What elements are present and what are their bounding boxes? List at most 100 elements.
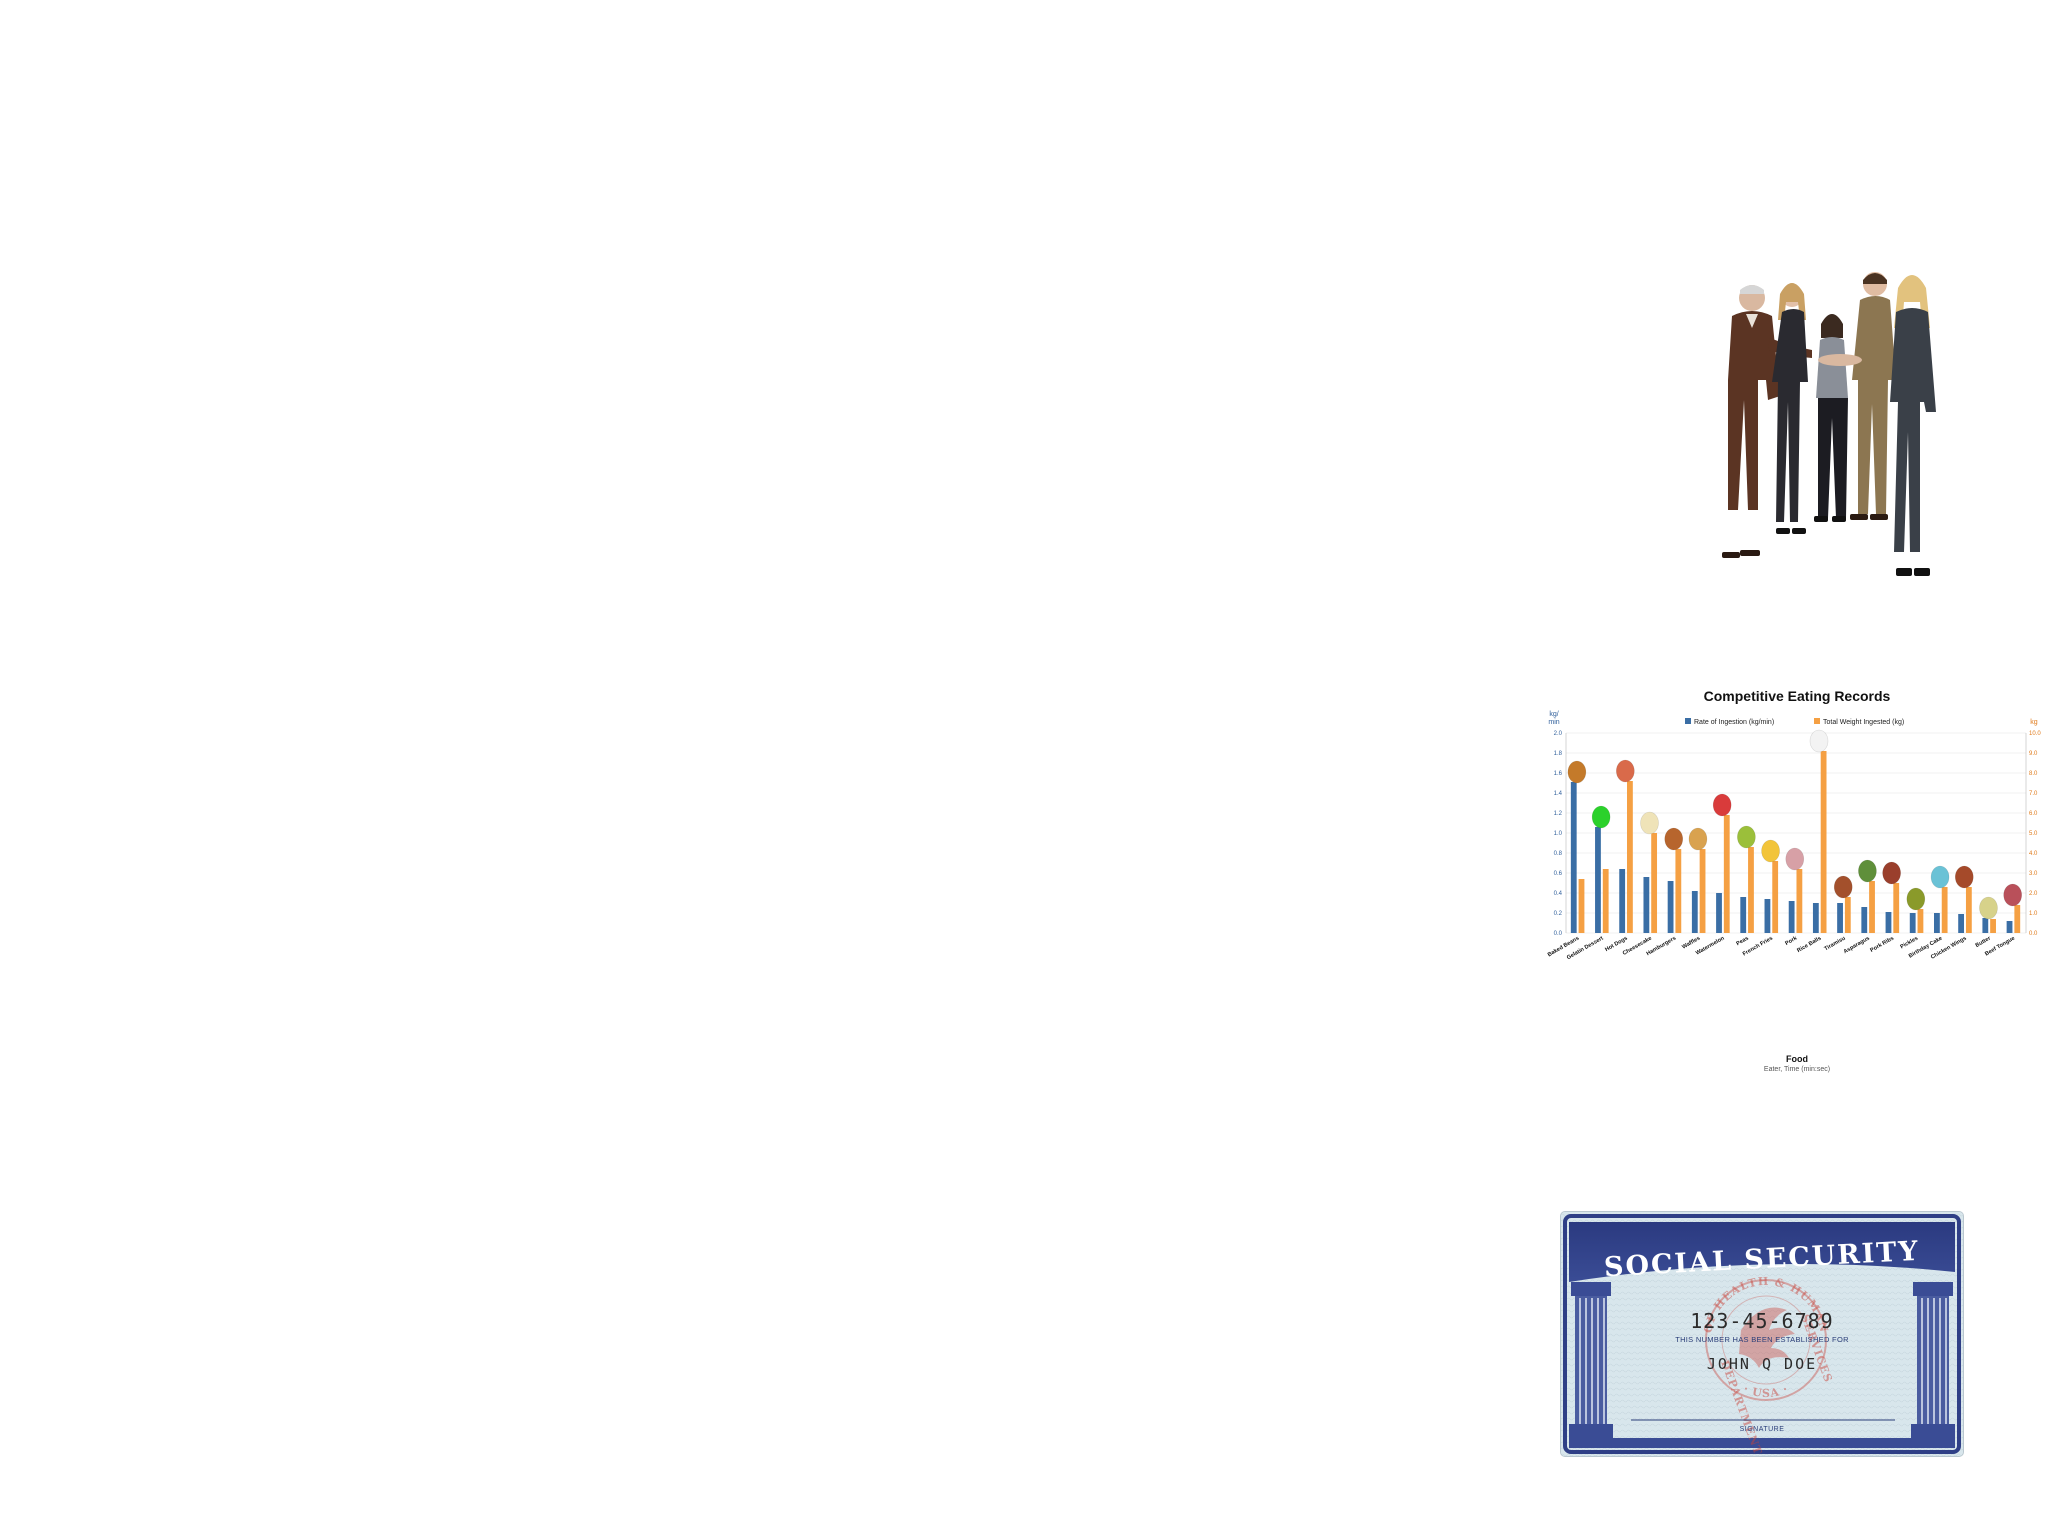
card-frame [1563,1214,1961,1454]
left-axis-unit-line2: min [1548,719,1559,726]
chart-canvas: Competitive Eating Records kg/ min kg Ra… [1547,688,2042,1073]
bar-weight [1869,881,1875,933]
left-tick-label: 1.8 [1554,751,1563,757]
bar-weight [1627,781,1633,933]
food-icon [1567,760,1587,784]
food-icon [1712,793,1732,817]
bar-rate [1788,901,1795,933]
food-icon [1688,827,1708,851]
food-icon [1664,827,1684,851]
bar-rate [1861,907,1868,933]
right-tick-label: 6.0 [2029,811,2038,817]
food-icon [1833,875,1853,899]
legend-label-weight: Total Weight Ingested (kg) [1823,719,1904,726]
category-label: Rice Balls [1796,936,1822,955]
bar-rate [1812,903,1819,933]
person-woman-dark-outfit [1772,283,1808,534]
bar-weight [1844,897,1851,933]
left-tick-label: 1.6 [1554,771,1563,777]
left-tick-label: 2.0 [1554,731,1563,737]
left-tick-label: 0.2 [1554,911,1563,917]
bar-weight [1723,815,1730,933]
bar-weight [1796,869,1803,933]
bar-weight [1748,847,1754,933]
food-icon [1930,865,1950,889]
card-bottom-band [1569,1438,1955,1448]
left-tick-label: 1.4 [1554,791,1563,797]
food-icon [1591,805,1611,829]
chart-bars [1570,751,2021,933]
legend-swatch-weight [1814,718,1820,724]
bar-weight [1820,751,1827,933]
business-people-handshake-image [1700,268,1960,598]
card-title-band [1569,1222,1955,1282]
bar-rate [1691,891,1698,933]
food-icon [1809,729,1829,753]
food-icon [1785,847,1805,871]
established-text: THIS NUMBER HAS BEEN ESTABLISHED FOR [1675,1335,1849,1344]
food-icon [2003,883,2022,907]
bar-rate [1909,913,1916,933]
x-axis-subtitle: Eater, Time (min:sec) [1764,1066,1830,1073]
right-axis-unit: kg [2030,719,2038,726]
legend-swatch-rate [1685,718,1691,724]
food-icon [1737,825,1756,849]
left-tick-label: 0.6 [1554,871,1563,877]
bar-weight [1675,849,1682,933]
category-label: Butter [1975,935,1993,949]
chart-gridlines [1565,732,2027,934]
left-tick-label: 0.0 [1554,931,1563,937]
left-tick-label: 1.2 [1554,811,1563,817]
chart-title: Competitive Eating Records [1704,688,1891,704]
bar-rate [1595,827,1601,933]
right-tick-label: 0.0 [2029,931,2038,937]
left-axis-unit-line1: kg/ [1549,711,1558,718]
bar-rate [1764,899,1771,933]
bar-rate [1570,782,1577,933]
right-column-decoration [1911,1282,1955,1438]
signature-label: SIGNATURE [1740,1426,1785,1433]
right-tick-label: 8.0 [2029,771,2038,777]
right-tick-label: 4.0 [2029,851,2038,857]
left-column-decoration [1569,1282,1613,1438]
bar-rate [1643,877,1650,933]
bar-weight [1893,883,1900,933]
bar-weight [1699,849,1706,933]
people-illustration [1722,272,1936,576]
category-label: Asparagus [1843,936,1871,956]
category-label: Pork Ribs [1869,936,1895,954]
chart-ticks: 0.0 0.0 0.2 1.0 0.4 2.0 0.6 3.0 0.8 4.0 1.0 5.0 1.2 6… [1554,731,2042,937]
left-tick-label: 1.0 [1554,831,1563,837]
bar-weight [1772,861,1779,933]
category-label: Pickles [1900,936,1920,951]
eagle-icon [1739,1307,1795,1368]
handshake-hands [1818,354,1862,366]
social-security-card: SOCIAL SECURITY [1561,1212,1963,1456]
bar-weight [1602,869,1609,933]
bar-weight [2014,905,2021,933]
category-label: Waffles [1681,936,1701,951]
food-icon [1906,887,1926,911]
bar-rate [1958,914,1965,933]
right-tick-label: 9.0 [2029,751,2038,757]
bar-weight [1917,909,1924,933]
bar-weight [1990,919,1996,933]
bar-rate [1667,881,1674,933]
chart-legend: Rate of Ingestion (kg/min) Total Weight … [1685,718,1904,726]
person-man-tan-jacket [1850,272,1896,520]
bar-rate [1885,912,1892,933]
right-tick-label: 5.0 [2029,831,2038,837]
bar-weight [1941,887,1948,933]
right-tick-label: 3.0 [2029,871,2038,877]
seal-text-bottom: · USA · [1741,1382,1789,1400]
right-tick-label: 1.0 [2029,911,2038,917]
food-icon [1858,859,1877,883]
bar-rate [1716,893,1722,933]
food-icon [1979,896,1998,920]
food-icons [1567,729,2022,920]
bar-rate [1619,869,1626,933]
person-woman-dark-cardigan [1890,275,1936,576]
card-holder-name: JOHN Q DOE [1707,1355,1817,1373]
food-icon [1954,865,1974,889]
